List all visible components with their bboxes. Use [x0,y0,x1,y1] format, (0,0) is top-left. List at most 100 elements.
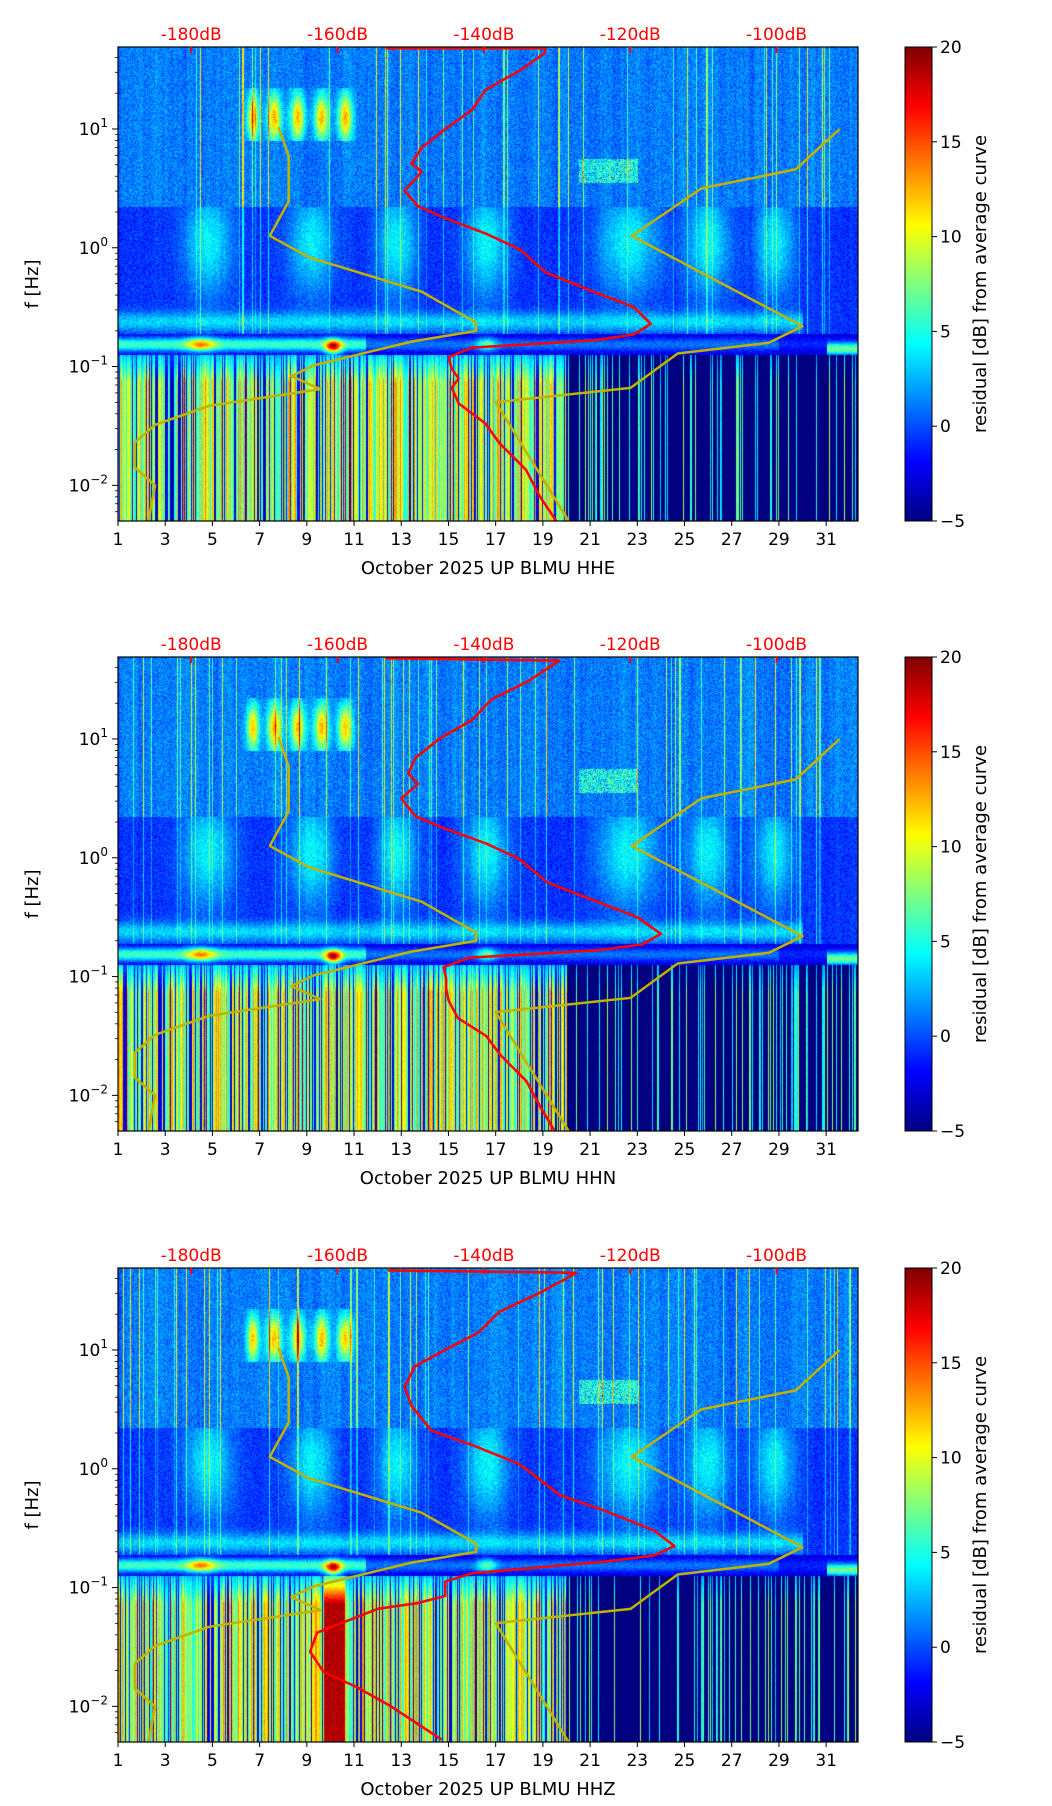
x-tick-label: 3 [160,1140,171,1160]
colorbar-label: residual [dB] from average curve [970,135,991,433]
y-tick-exp: −2 [90,1082,108,1096]
x-tick-label: 17 [485,1140,507,1160]
colorbar-tick-label: 0 [940,1027,951,1047]
x-tick-label: 25 [674,1751,696,1771]
x-tick-label: 1 [113,530,124,550]
y-axis-label: f [Hz] [22,869,43,918]
x-tick-label: 5 [207,1751,218,1771]
x-axis-label: October 2025 UP BLMU HHE [361,558,615,579]
red-curve [308,1269,676,1741]
x-tick-label: 27 [721,530,743,550]
y-tick-label: 10−1 [69,964,108,988]
x-tick-label: 19 [532,530,554,550]
red-curve [385,657,663,1131]
x-tick-label: 23 [626,1751,648,1771]
x-tick-label: 25 [674,1140,696,1160]
x-tick-label: 11 [343,1140,365,1160]
x-tick-label: 13 [390,1140,412,1160]
spectrogram-2 [118,1268,858,1742]
db-label: -160dB [307,1246,368,1266]
x-tick-label: 15 [438,1751,460,1771]
colorbar-tick-label: 10 [940,838,962,858]
x-tick-label: 5 [207,530,218,550]
colorbar-label: residual [dB] from average curve [970,1356,991,1654]
y-tick-exp: 1 [100,726,108,740]
y-tick-base: 10 [79,1341,101,1361]
x-tick-label: 19 [532,1751,554,1771]
colorbar-tick-label: 15 [940,1354,962,1374]
panel-0: 1 3 5 7 9 11 13 15 17 19 21 23 25 27 29 3110110010−110−… [22,25,991,579]
x-tick-label: 1 [113,1140,124,1160]
colorbar-frame [904,656,933,1132]
y-tick-label: 100 [79,1456,108,1480]
x-tick-label: 9 [301,530,312,550]
colorbar-tick-label: 5 [940,1543,951,1563]
colorbar-tick-label: 15 [940,133,962,153]
curves [133,657,841,1131]
colorbar-1 [905,657,932,1131]
x-tick-label: 19 [532,1140,554,1160]
y-tick-base: 10 [79,730,101,750]
x-axis-label: October 2025 UP BLMU HHN [360,1168,616,1189]
x-tick-label: 31 [815,1751,837,1771]
x-tick-label: 3 [160,530,171,550]
y-tick-label: 101 [79,1337,108,1361]
y-tick-base: 10 [69,476,91,496]
colorbar-tick-label: 15 [940,743,962,763]
x-tick-label: 15 [438,1140,460,1160]
x-tick-label: 3 [160,1751,171,1771]
y-axis-label: f [Hz] [22,259,43,308]
x-tick-label: 13 [390,1751,412,1771]
curves [133,1269,841,1742]
x-tick-label: 11 [343,1751,365,1771]
spectrogram-0 [118,47,858,521]
y-tick-base: 10 [79,849,101,869]
y-axis-label: f [Hz] [22,1480,43,1529]
x-axis-label: October 2025 UP BLMU HHZ [360,1779,615,1800]
x-tick-label: 9 [301,1751,312,1771]
x-tick-label: 7 [254,1140,265,1160]
x-tick-label: 31 [815,1140,837,1160]
yellow-curve-low [133,736,478,1131]
y-tick-base: 10 [69,358,91,378]
y-tick-label: 10−1 [69,354,108,378]
y-tick-exp: −1 [90,1575,108,1589]
colorbar-tick-label: −5 [940,1122,965,1142]
x-tick-label: 23 [626,1140,648,1160]
x-tick-label: 5 [207,1140,218,1160]
db-label: -140dB [453,25,514,45]
x-tick-label: 21 [579,530,601,550]
x-tick-label: 11 [343,530,365,550]
y-tick-exp: 0 [100,845,108,859]
yellow-curve-high [494,128,841,521]
colorbar-2 [905,1268,932,1742]
panel-2: 1 3 5 7 9 11 13 15 17 19 21 23 25 27 29 3110110010−110−… [22,1246,991,1800]
db-label: -120dB [600,1246,661,1266]
colorbar-tick-label: 20 [940,648,962,668]
x-tick-label: 7 [254,1751,265,1771]
x-tick-label: 27 [721,1140,743,1160]
y-tick-exp: 0 [100,1456,108,1470]
colorbar-tick-label: 0 [940,1638,951,1658]
y-tick-exp: −2 [90,472,108,486]
x-tick-label: 27 [721,1751,743,1771]
db-label: -100dB [746,635,807,655]
y-tick-label: 100 [79,235,108,259]
red-curve [385,47,653,521]
y-tick-base: 10 [79,120,101,140]
y-tick-base: 10 [69,1697,91,1717]
colorbar-tick-label: 5 [940,322,951,342]
y-tick-exp: 0 [100,235,108,249]
colorbar-tick-label: 0 [940,417,951,437]
y-tick-exp: −1 [90,354,108,368]
yellow-curve-low [133,126,478,521]
db-label: -120dB [600,635,661,655]
x-tick-label: 1 [113,1751,124,1771]
colorbar-frame [904,46,933,522]
colorbar-tick-label: 10 [940,1449,962,1469]
db-label: -100dB [746,25,807,45]
colorbar-tick-label: 5 [940,932,951,952]
db-label: -120dB [600,25,661,45]
yellow-curve-high [494,738,841,1131]
